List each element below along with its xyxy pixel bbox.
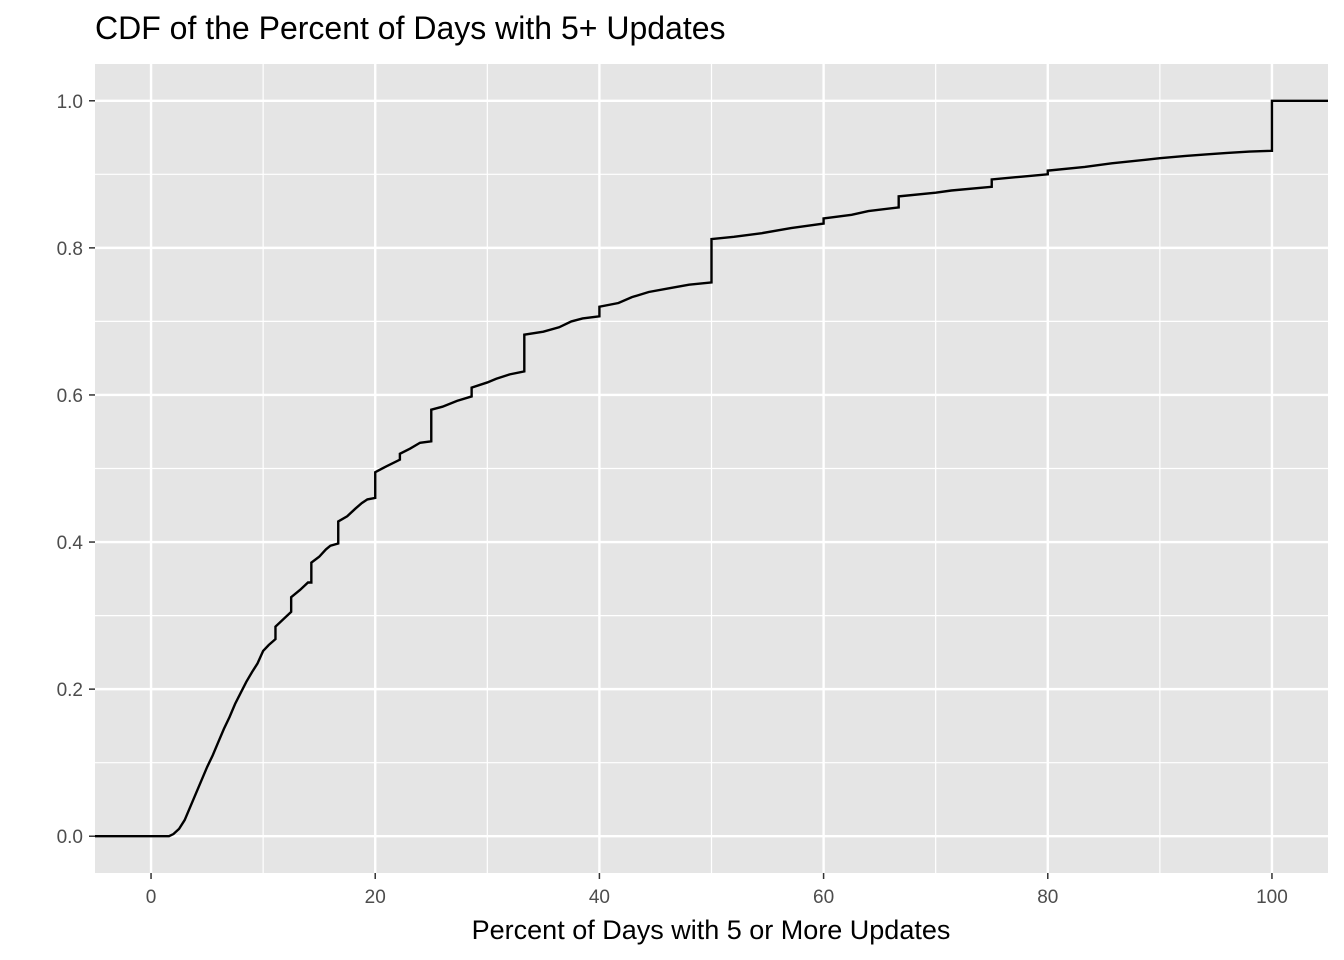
x-axis-title: Percent of Days with 5 or More Updates (472, 915, 951, 945)
x-axis-ticks: 0 20 40 60 80 100 (146, 873, 1288, 908)
x-tick-label: 20 (365, 887, 386, 908)
x-tick-label: 60 (813, 887, 834, 908)
y-tick-label: 0.6 (57, 386, 83, 407)
x-tick-label: 40 (589, 887, 610, 908)
x-tick-label: 100 (1256, 887, 1288, 908)
x-tick-label: 80 (1037, 887, 1058, 908)
y-tick-label: 0.0 (57, 827, 83, 848)
y-tick-label: 0.4 (57, 533, 84, 554)
minor-gridlines (95, 64, 1328, 873)
y-tick-label: 0.8 (57, 239, 83, 260)
cdf-step-line (95, 99, 1328, 838)
y-tick-label: 1.0 (57, 92, 83, 113)
chart-title: CDF of the Percent of Days with 5+ Updat… (95, 10, 726, 46)
x-tick-label: 0 (146, 887, 157, 908)
y-tick-label: 0.2 (57, 680, 83, 701)
major-gridlines (95, 64, 1328, 873)
y-axis-ticks: 0.0 0.2 0.4 0.6 0.8 1.0 (57, 92, 95, 848)
